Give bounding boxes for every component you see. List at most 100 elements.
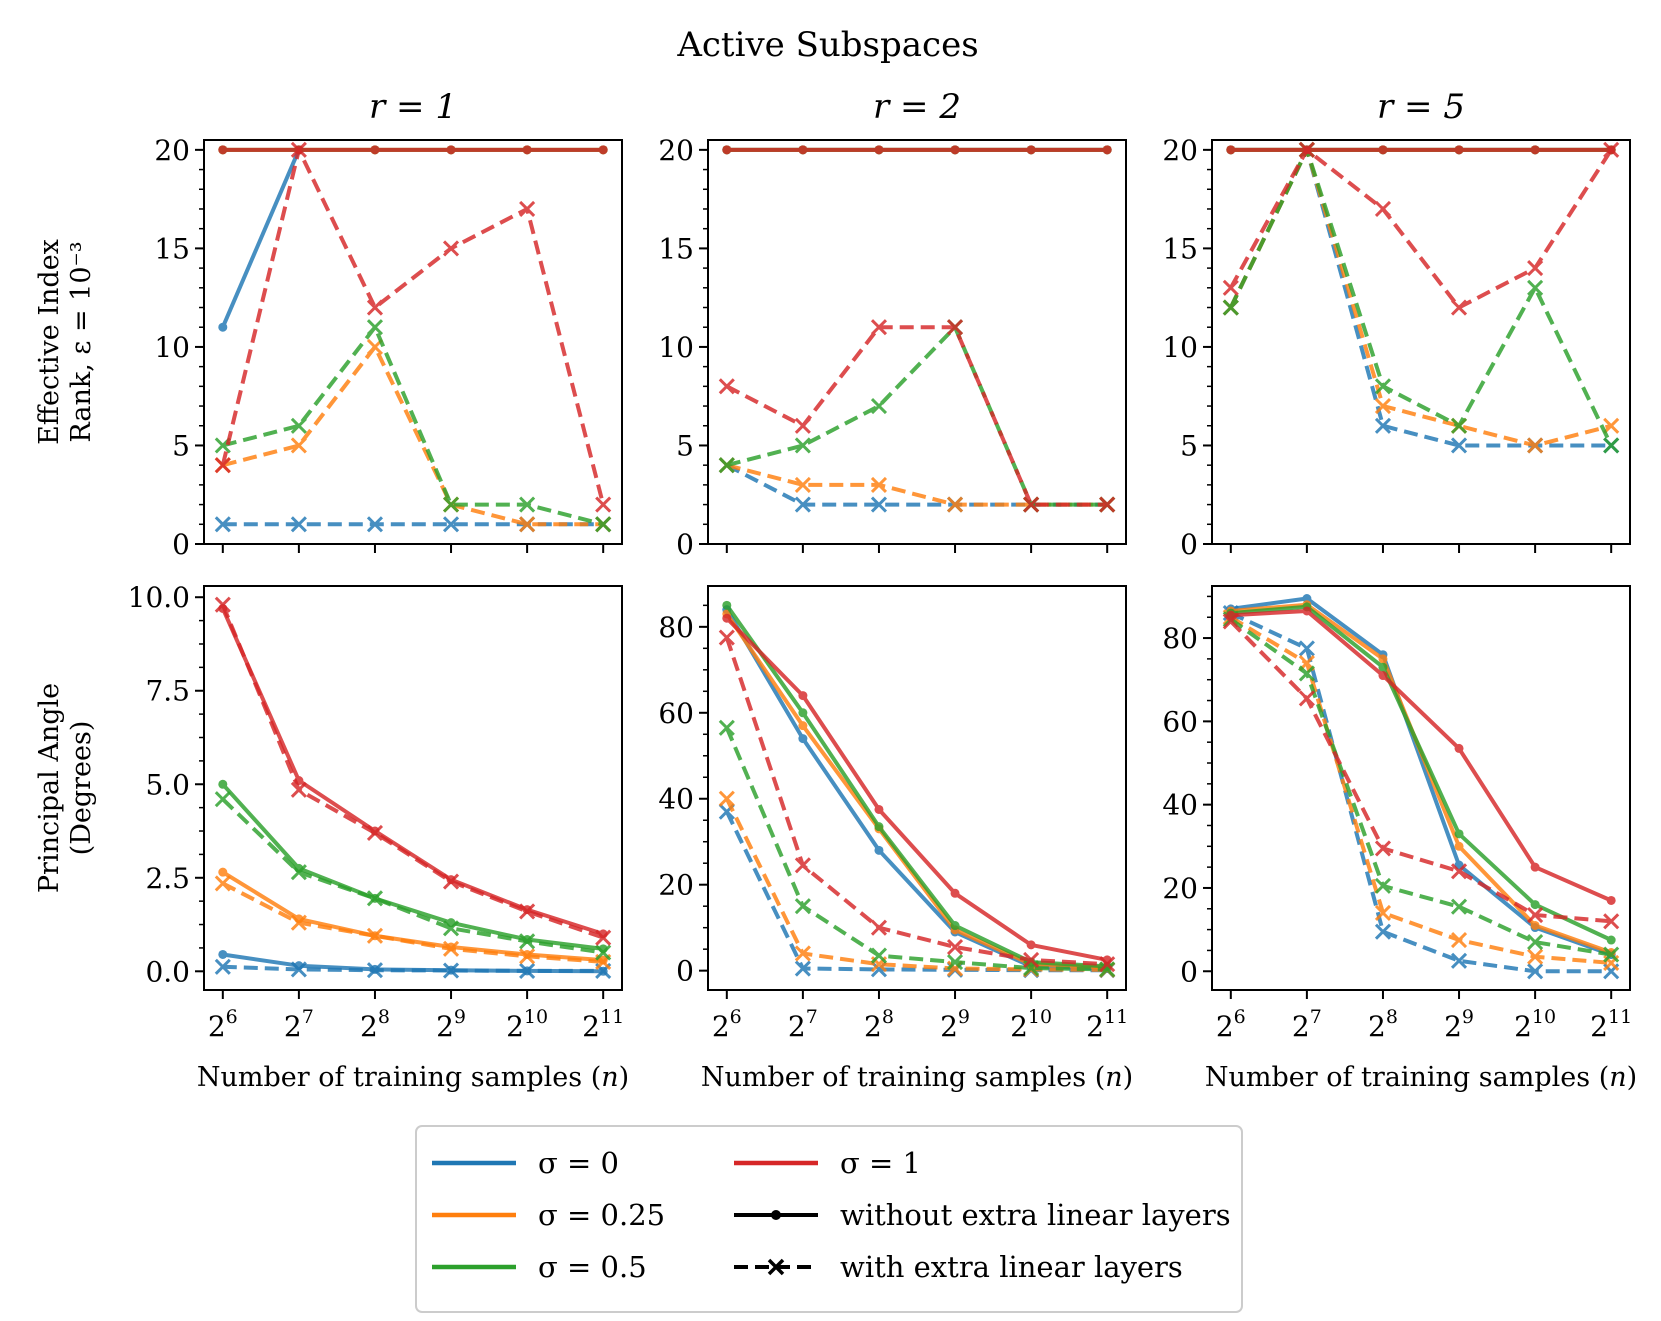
- y-tick-label: 0: [676, 528, 694, 561]
- y-tick-label: 0: [1180, 528, 1198, 561]
- series-line: [724, 727, 1108, 972]
- series-sigma_0.5-dashed: [214, 319, 612, 533]
- legend-frame: [415, 1125, 1243, 1313]
- data-point: [1374, 200, 1392, 218]
- data-point: [722, 145, 732, 155]
- series-sigma_0-solid: [722, 605, 1112, 974]
- x-tick-label: 27: [284, 1006, 314, 1043]
- y-tick-label: 20: [1162, 134, 1198, 167]
- legend-entry-sigma_0.25: σ = 0.25: [432, 1198, 665, 1232]
- axes-frame: [1211, 585, 1631, 991]
- x-tick-label: 210: [506, 1006, 548, 1043]
- x-tick-label: 27: [1292, 1006, 1322, 1043]
- data-point: [519, 516, 536, 533]
- data-point: [1527, 279, 1544, 296]
- data-point: [1374, 378, 1392, 395]
- data-point: [1374, 840, 1392, 857]
- x-tick-label: 28: [1368, 1006, 1398, 1043]
- data-point: [794, 857, 811, 874]
- legend-entry-sigma_0: σ = 0: [432, 1146, 619, 1180]
- panel-title: r = 1: [369, 87, 457, 127]
- series-line: [1229, 619, 1612, 924]
- data-point: [1603, 141, 1620, 158]
- plot-area: [718, 600, 1116, 979]
- data-point: [442, 920, 460, 937]
- x-tick-label: 211: [582, 1006, 624, 1043]
- data-point: [442, 240, 460, 257]
- data-point: [1026, 940, 1036, 950]
- series-line: [726, 463, 1108, 507]
- series-line: [221, 782, 604, 951]
- data-point: [794, 437, 811, 454]
- data-point: [366, 927, 384, 944]
- y-tick-label: 10.0: [128, 581, 190, 614]
- data-point: [366, 319, 384, 336]
- data-point: [1222, 613, 1239, 630]
- data-point: [718, 457, 735, 474]
- plot-area: [214, 141, 612, 533]
- x-tick-label: 26: [1216, 1006, 1246, 1043]
- y-tick-label: 60: [658, 697, 694, 730]
- data-point: [1450, 437, 1468, 454]
- panel-r0-c1: r = 2 0 5 10 15 20: [658, 87, 1127, 561]
- data-point: [722, 613, 732, 623]
- data-point: [1099, 961, 1116, 978]
- data-point: [214, 791, 231, 808]
- series-sigma_1-solid: [1226, 606, 1616, 905]
- y-tick-label: 0: [676, 955, 694, 988]
- legend-label: σ = 0.25: [538, 1198, 665, 1232]
- series-sigma_1-dashed: [718, 319, 1116, 513]
- axes-frame: [1211, 139, 1631, 545]
- data-point: [595, 516, 612, 533]
- series-line: [1229, 611, 1612, 974]
- data-point: [794, 476, 811, 493]
- data-point: [366, 516, 384, 533]
- series-line: [1229, 147, 1613, 310]
- data-point: [214, 875, 231, 892]
- data-point: [442, 962, 460, 979]
- data-point: [1606, 935, 1616, 945]
- data-point: [1450, 863, 1468, 880]
- data-point: [1378, 671, 1388, 681]
- data-point: [1527, 948, 1544, 965]
- data-point: [218, 322, 228, 332]
- series-sigma_0.25-solid: [1226, 600, 1616, 958]
- y-axis-label: Effective IndexRank, ε = 10⁻³: [34, 239, 97, 445]
- data-point: [290, 781, 307, 798]
- data-point: [946, 938, 964, 956]
- y-tick-label: 10: [658, 331, 694, 364]
- series-sigma_0.5-dashed: [214, 791, 612, 961]
- data-point: [870, 476, 888, 493]
- plot-area: [718, 145, 1116, 513]
- y-tick-label: 15: [154, 232, 190, 265]
- panels: r = 1 Effective IndexRank, ε = 10⁻³ 0 5 10 15…: [34, 87, 1637, 1093]
- data-point: [1527, 437, 1544, 454]
- data-point: [366, 962, 384, 979]
- panel-r1-c2: 0 20 40 60 80 26 27 28 29 210 211 Number of trainin…: [1162, 585, 1637, 1093]
- x-tick-label: 26: [712, 1006, 742, 1043]
- series-sigma_1-solid: [218, 603, 608, 939]
- data-point: [950, 921, 960, 931]
- y-tick-label: 15: [658, 232, 694, 265]
- series-sigma_0-solid: [218, 145, 304, 332]
- series-line: [222, 344, 604, 527]
- y-tick-label: 5: [172, 429, 190, 462]
- series-line: [724, 636, 1108, 967]
- data-point: [1023, 951, 1040, 968]
- x-axis-label: Number of training samples (n): [197, 1062, 629, 1093]
- data-point: [1222, 279, 1239, 296]
- y-tick-label: 5: [676, 429, 694, 462]
- data-point: [366, 824, 384, 841]
- series-line: [725, 616, 1108, 962]
- y-tick-label: 20: [1162, 872, 1198, 905]
- legend-label: σ = 1: [840, 1146, 921, 1180]
- series-sigma_0.5-dashed: [718, 319, 1116, 513]
- series-sigma_1-solid: [722, 613, 1112, 965]
- data-point: [290, 141, 307, 158]
- y-tick-label: 20: [658, 134, 694, 167]
- y-tick-label: 0.0: [145, 955, 190, 988]
- series-line: [1230, 602, 1612, 955]
- x-tick-label: 210: [1514, 1006, 1556, 1043]
- data-point: [718, 378, 735, 395]
- data-point: [874, 145, 884, 155]
